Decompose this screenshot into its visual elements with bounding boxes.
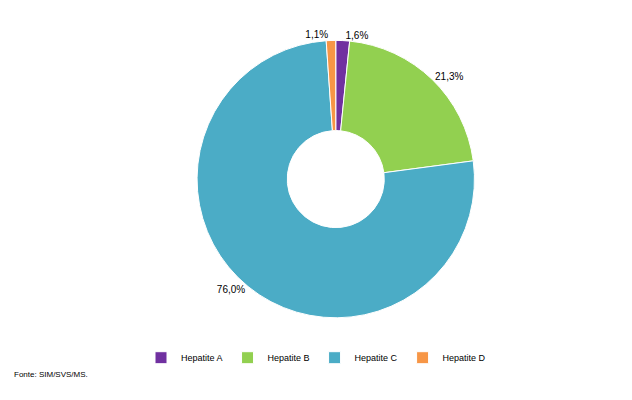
svg-text:Hepatite D: Hepatite D (443, 353, 486, 363)
svg-text:Fonte: SIM/SVS/MS.: Fonte: SIM/SVS/MS. (14, 370, 88, 379)
svg-text:21,3%: 21,3% (435, 71, 463, 82)
svg-text:Hepatite B: Hepatite B (268, 353, 310, 363)
svg-text:76,0%: 76,0% (217, 284, 245, 295)
svg-text:Hepatite A: Hepatite A (181, 353, 223, 363)
svg-text:Hepatite C: Hepatite C (355, 353, 398, 363)
svg-text:1,1%: 1,1% (305, 29, 328, 40)
svg-text:1,6%: 1,6% (345, 30, 368, 41)
